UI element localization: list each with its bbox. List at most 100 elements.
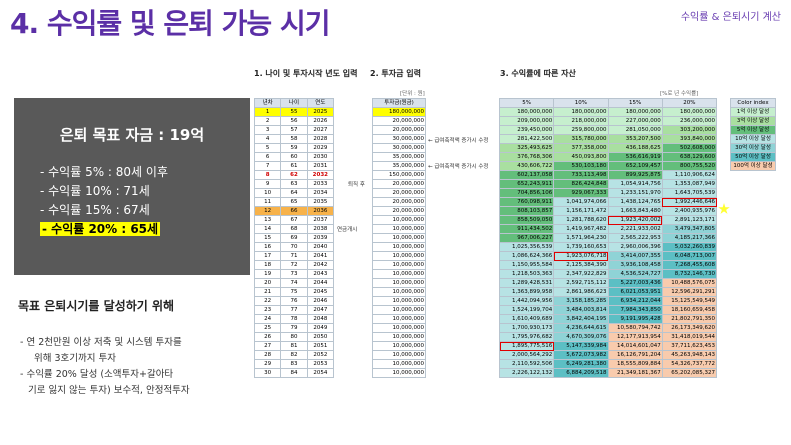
cell-principal: 10,000,000: [372, 242, 426, 252]
table-row: 24 78 2048: [253, 314, 335, 324]
cell-year-num: 4: [253, 134, 282, 144]
cell-year: 2052: [306, 350, 335, 360]
cell-year: 2037: [306, 215, 335, 225]
table-row: 10,000,000: [372, 233, 426, 243]
cell-age: 70: [280, 242, 308, 252]
cell-asset-20pct: 31,418,019,544: [661, 332, 718, 342]
cell-asset-20pct: 800,755,520: [661, 161, 718, 171]
table-row: 3 57 2027: [253, 125, 335, 135]
cell-age: 78: [280, 314, 308, 324]
table-row: 10,000,000: [372, 251, 426, 261]
cell-asset-15pct: 353,207,500: [607, 134, 663, 144]
cell-year: 2039: [306, 233, 335, 243]
table-row: 1,442,094,956 3,158,185,285 6,934,212,044 1…: [498, 296, 718, 306]
cell-asset-15pct: 3,936,108,458: [607, 260, 663, 270]
cell-asset-20pct: 1,643,705,539: [661, 188, 718, 198]
table-row: 10,000,000: [372, 242, 426, 252]
table-row: 652,243,911 826,424,848 1,054,914,756 1,353…: [498, 179, 718, 189]
section-1-header: 1. 나이 및 투자시작 년도 입력: [254, 69, 358, 78]
cell-principal: 20,000,000: [372, 206, 426, 216]
legend-title: Color index: [730, 98, 776, 108]
cell-year-num: 30: [253, 368, 282, 378]
cell-age: 56: [280, 116, 308, 126]
cell-asset-10pct: 259,800,000: [553, 125, 609, 135]
table-row: 180,000,000: [372, 107, 426, 117]
cell-asset-20pct: 10,488,576,075: [661, 278, 718, 288]
table-row: 5 59 2029: [253, 143, 335, 153]
cell-asset-20pct: 236,000,000: [661, 116, 718, 126]
table-row: 704,856,106 929,067,333 1,233,151,970 1,643…: [498, 188, 718, 198]
cell-year: 2048: [306, 314, 335, 324]
cell-year: 2028: [306, 134, 335, 144]
cell-asset-10pct: 6,884,209,518: [553, 368, 609, 378]
cell-principal: 10,000,000: [372, 260, 426, 270]
cell-asset-10pct: 3,158,185,285: [553, 296, 609, 306]
col-principal: 투자금(원금): [372, 98, 426, 108]
table-row: 967,006,227 1,571,964,230 2,565,222,953 4,1…: [498, 233, 718, 243]
cell-asset-5pct: 2,226,122,132: [498, 368, 555, 378]
cell-principal: 10,000,000: [372, 332, 426, 342]
table-row: 30,000,000: [372, 143, 426, 153]
cell-asset-15pct: 180,000,000: [607, 107, 663, 117]
cell-asset-5pct: 967,006,227: [498, 233, 555, 243]
cell-asset-15pct: 436,188,625: [607, 143, 663, 153]
cell-age: 68: [280, 224, 308, 234]
cell-year: 2032: [306, 170, 335, 180]
cell-principal: 20,000,000: [372, 125, 426, 135]
cell-principal: 10,000,000: [372, 287, 426, 297]
legend-item: 50억 이상 달성: [730, 152, 776, 162]
legend-row: 5억 이상 달성: [730, 125, 776, 135]
cell-asset-5pct: 209,000,000: [498, 116, 555, 126]
cell-asset-15pct: 1,054,914,756: [607, 179, 663, 189]
cell-asset-5pct: 652,243,911: [498, 179, 555, 189]
cell-age: 75: [280, 287, 308, 297]
table-row: 10,000,000: [372, 305, 426, 315]
cell-principal: 10,000,000: [372, 314, 426, 324]
cell-asset-15pct: 3,414,007,355: [607, 251, 663, 261]
table-row: 10,000,000: [372, 287, 426, 297]
cell-principal: 10,000,000: [372, 233, 426, 243]
cell-asset-10pct: 5,147,339,984: [553, 341, 609, 351]
legend-item: 10억 이상 달성: [730, 134, 776, 144]
cell-asset-20pct: 5,032,260,839: [661, 242, 718, 252]
table-row: 1,795,976,682 4,670,309,076 12,177,913,954…: [498, 332, 718, 342]
legend-item: 1억 이상 달성: [730, 107, 776, 117]
cell-asset-15pct: 12,177,913,954: [607, 332, 663, 342]
cell-asset-5pct: 180,000,000: [498, 107, 555, 117]
cell-asset-10pct: 5,672,073,982: [553, 350, 609, 360]
cell-asset-20pct: 18,160,659,458: [661, 305, 718, 315]
table-row: 7 61 2031: [253, 161, 335, 171]
cell-asset-15pct: 9,191,995,428: [607, 314, 663, 324]
cell-asset-5pct: 760,098,911: [498, 197, 555, 207]
cell-year-num: 18: [253, 260, 282, 270]
cell-age: 61: [280, 161, 308, 171]
cell-principal: 10,000,000: [372, 359, 426, 369]
cell-asset-15pct: 21,349,181,367: [607, 368, 663, 378]
cell-year-num: 25: [253, 323, 282, 333]
cell-age: 59: [280, 143, 308, 153]
table-row: 14 68 2038: [253, 224, 335, 234]
table-row: 20 74 2044: [253, 278, 335, 288]
table-row: 150,000,000: [372, 170, 426, 180]
table-row: 22 76 2046: [253, 296, 335, 306]
cell-asset-5pct: 1,218,503,363: [498, 269, 555, 279]
table-row: 8 62 2032: [253, 170, 335, 180]
unit-label-won: [단위 : 원]: [400, 91, 425, 97]
cell-year: 2026: [306, 116, 335, 126]
cell-asset-10pct: 1,739,160,653: [553, 242, 609, 252]
cell-asset-10pct: 4,670,309,076: [553, 332, 609, 342]
cell-asset-10pct: 530,103,180: [553, 161, 609, 171]
table-row: 1,025,356,539 1,739,160,653 2,960,006,396 5…: [498, 242, 718, 252]
corner-label: 수익률 & 은퇴시기 계산: [680, 12, 781, 23]
col-15pct: 15%: [607, 98, 663, 108]
table-row: 19 73 2043: [253, 269, 335, 279]
table-row: 10,000,000: [372, 323, 426, 333]
table-row: 12 66 2036: [253, 206, 335, 216]
cell-principal: 10,000,000: [372, 215, 426, 225]
note-pension: 연금개시: [337, 227, 358, 233]
rate-10: - 수익률 10% : 71세: [40, 184, 150, 198]
bullet-1-cont: 위해 3호기까지 투자: [34, 353, 117, 364]
cell-asset-15pct: 4,536,524,727: [607, 269, 663, 279]
table-row: 20,000,000: [372, 206, 426, 216]
rate-20: - 수익률 20% : 65세: [26, 220, 238, 239]
